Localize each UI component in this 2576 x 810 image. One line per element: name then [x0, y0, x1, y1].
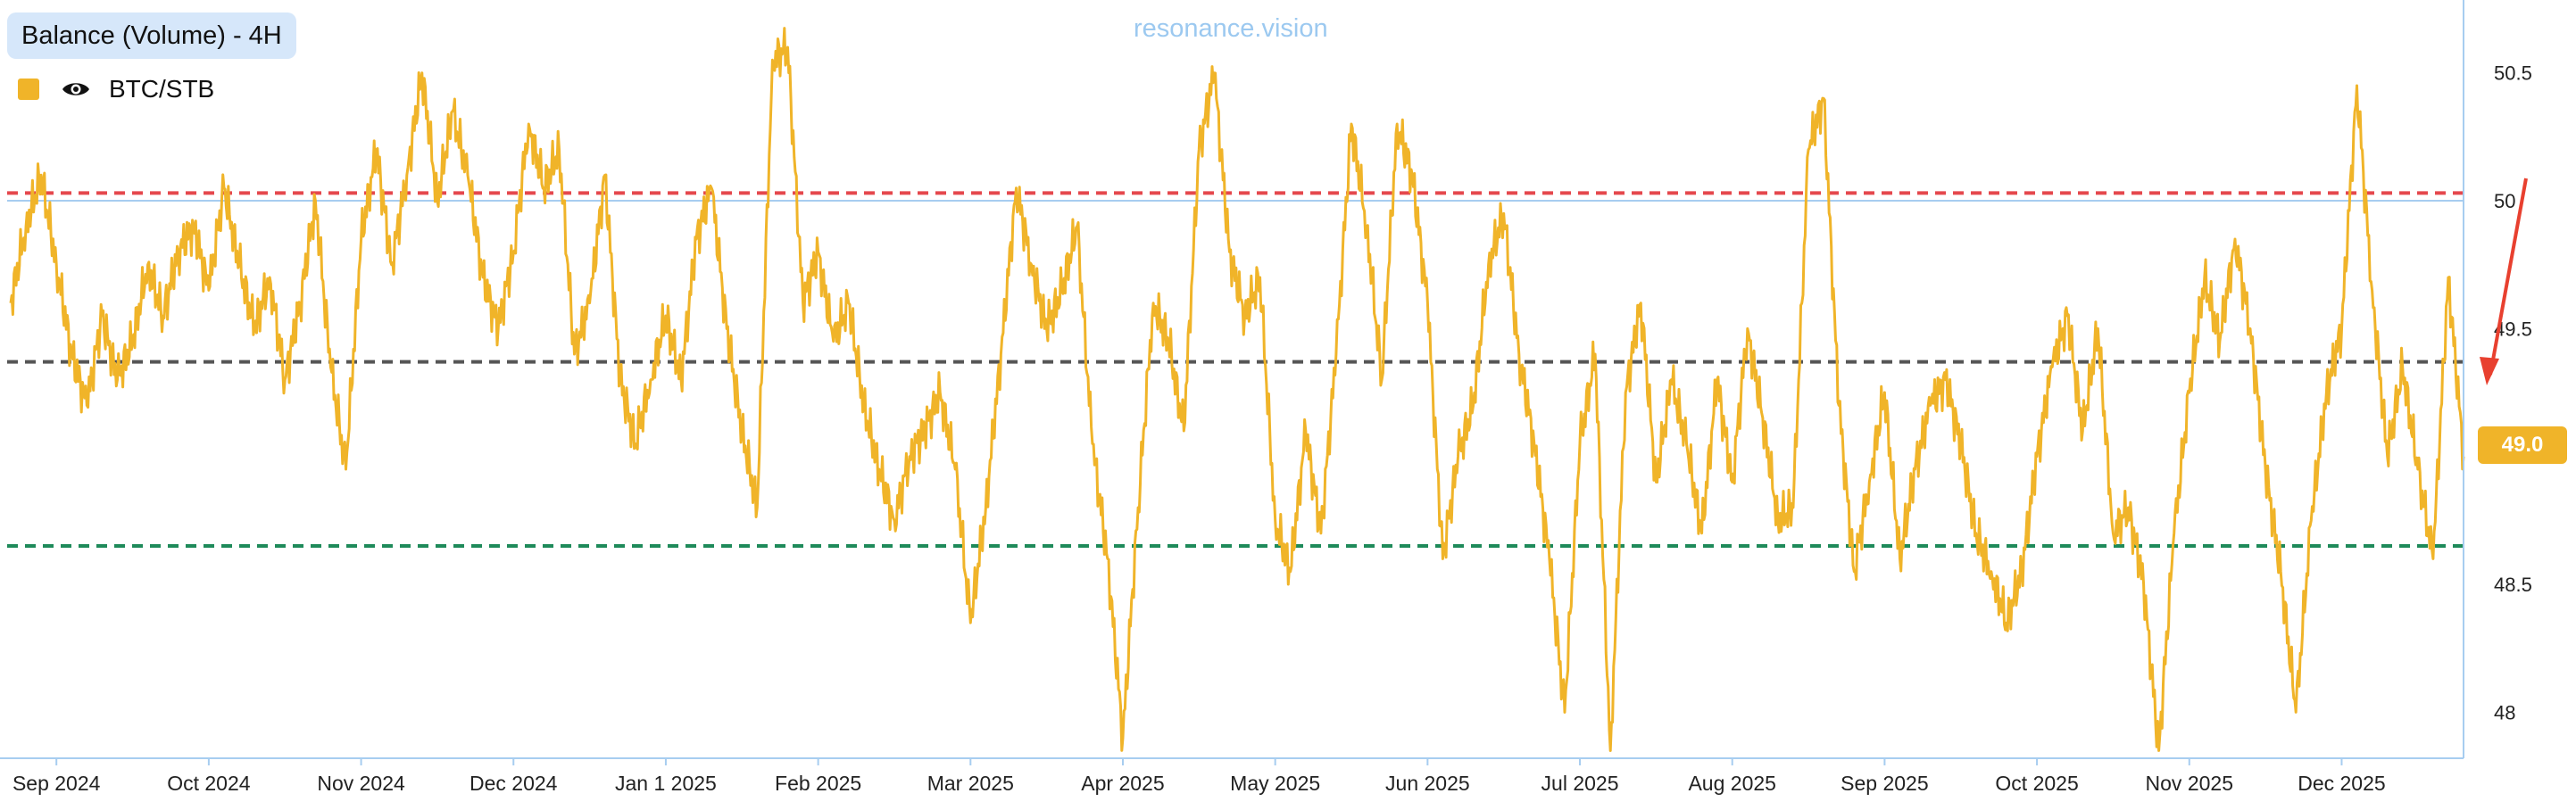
x-tick-label: Aug 2025	[1688, 772, 1775, 795]
x-tick-label: Feb 2025	[775, 772, 861, 795]
x-tick-label: Oct 2025	[1995, 772, 2078, 795]
x-tick-label: Jun 2025	[1385, 772, 1470, 795]
x-tick-label: Apr 2025	[1081, 772, 1164, 795]
x-tick-label: Oct 2024	[167, 772, 251, 795]
x-tick-label: Dec 2024	[469, 772, 558, 795]
chart-title: Balance (Volume) - 4H	[7, 12, 296, 59]
eye-icon[interactable]	[61, 79, 91, 100]
x-tick-label: Nov 2024	[317, 772, 405, 795]
y-tick-label: 48.5	[2494, 574, 2532, 596]
legend-swatch[interactable]	[18, 79, 39, 100]
btc-stb-series-line	[9, 27, 2465, 752]
x-tick-label: Dec 2025	[2298, 772, 2385, 795]
chart-title-text: Balance (Volume) - 4H	[21, 21, 282, 50]
x-tick-label: Nov 2025	[2146, 772, 2233, 795]
y-tick-label: 48	[2494, 701, 2515, 723]
y-tick-label: 50.5	[2494, 62, 2532, 85]
x-axis-ticks: Sep 2024 Oct 2024 Nov 2024 Dec 2024 Jan 1 20…	[12, 758, 2386, 795]
x-tick-label: Sep 2025	[1841, 772, 1928, 795]
x-tick-label: Jul 2025	[1541, 772, 1619, 795]
watermark: resonance.vision	[1134, 14, 1328, 43]
reference-lines	[7, 191, 2464, 549]
current-value-badge: 49.0	[2478, 426, 2567, 464]
x-tick-label: Mar 2025	[927, 772, 1014, 795]
legend-label: BTC/STB	[109, 75, 215, 103]
legend: BTC/STB	[18, 71, 214, 107]
x-tick-label: May 2025	[1230, 772, 1320, 795]
x-tick-label: Jan 1 2025	[615, 772, 717, 795]
red-arrow-icon	[2480, 178, 2528, 385]
y-tick-label: 50	[2494, 190, 2515, 212]
x-tick-label: Sep 2024	[12, 772, 101, 795]
